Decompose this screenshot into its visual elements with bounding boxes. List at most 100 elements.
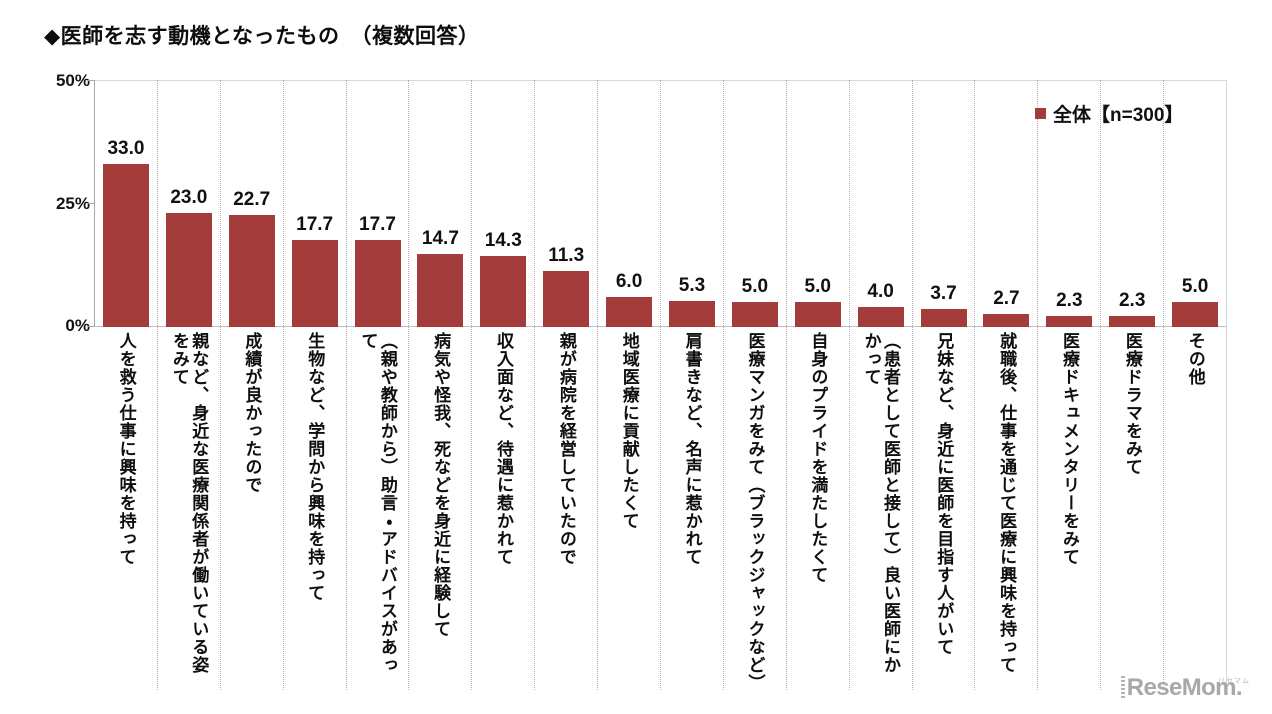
watermark: ReseMom. リセマム [1120,674,1250,701]
bar [480,256,527,327]
bar-plot-cell: 5.0 [724,80,786,327]
legend-square-icon [1035,108,1046,119]
watermark-stripe-icon [1120,676,1125,698]
category-label-wrap: 医療マンガをみて（ブラックジャックなど） [724,332,786,692]
category-label: 自身のプライドを満たしたくて [808,332,828,584]
bar [1172,302,1219,327]
bar [606,297,653,327]
bar [291,240,338,327]
bar-column: 5.0 医療マンガをみて（ブラックジャックなど） [724,80,787,692]
bar-columns: 33.0 人を救う仕事に興味を持って 23.0 親など、身近な医療関係者が働いている姿… [95,80,1228,692]
bar-column: 17.7 生物など、学問から興味を持って [284,80,347,690]
category-label: 親など、身近な医療関係者が働いている姿をみて [169,332,209,674]
category-label: （親や教師から）助言・アドバイスがあって [358,332,397,674]
bar-plot-cell: 2.3 [1038,80,1100,327]
bar-column: 33.0 人を救う仕事に興味を持って [95,80,158,690]
bar-plot-cell: 5.0 [787,80,849,327]
bar-plot-cell: 11.3 [535,80,597,327]
bar-value-label: 5.0 [1181,276,1209,297]
category-label-wrap: 医療ドラマをみて [1101,332,1163,690]
bar-column: 5.0 その他 [1164,80,1228,690]
y-axis-tick-50: 50% [55,71,90,90]
bar-value-label: 5.3 [678,275,706,296]
bar-column: 22.7 成績が良かったので [221,80,284,690]
category-label-wrap: 人を救う仕事に興味を持って [95,332,157,690]
bar-column: 14.7 病気や怪我、死などを身近に経験して [409,80,473,690]
category-label-wrap: 兄妹など、身近に医師を目指す人がいて [913,332,975,690]
bar-column: 11.3 親が病院を経営していたので [535,80,599,690]
category-label-wrap: 肩書きなど、名声に惹かれて [661,332,723,690]
bar-value-label: 4.0 [867,281,894,302]
y-axis-tickmark-50 [87,80,94,81]
category-label: 肩書きなど、名声に惹かれて [682,332,702,566]
bar-value-label: 11.3 [548,245,585,266]
category-label-wrap: 生物など、学問から興味を持って [284,332,346,690]
bar-plot-cell: 14.7 [409,80,471,327]
bar [668,301,715,327]
bar-plot-cell: 6.0 [598,80,660,327]
bar [102,164,149,327]
category-label-wrap: 親など、身近な医療関係者が働いている姿をみて [158,332,220,690]
bar [417,254,464,327]
category-label-wrap: 医療ドキュメンタリーをみて [1038,332,1100,690]
category-label: 就職後、仕事を通じて医療に興味を持って [997,332,1017,674]
bar-value-label: 2.7 [993,288,1020,309]
bar-value-label: 22.7 [233,189,271,210]
bar-column: 4.0 （患者として医師と接して）良い医師にかかって [850,80,913,690]
y-axis-tick-0: 0% [65,316,90,335]
bar [354,240,401,327]
bar [228,215,275,327]
category-label-wrap: （親や教師から）助言・アドバイスがあって [347,332,409,690]
y-axis-tickmark-25 [87,203,94,204]
bar-value-label: 3.7 [930,283,957,304]
bar-column: 17.7 （親や教師から）助言・アドバイスがあって [347,80,410,690]
watermark-text: ReseMom. [1126,674,1243,701]
bar [920,309,967,327]
category-label-wrap: 親が病院を経営していたので [535,332,597,690]
bar-plot-cell: 3.7 [913,80,975,327]
watermark-superscript: リセマム [1218,678,1250,685]
category-label: 生物など、学問から興味を持って [305,332,325,602]
category-label-wrap: 就職後、仕事を通じて医療に興味を持って [975,332,1037,690]
bar-value-label: 17.7 [296,214,334,235]
bar-value-label: 2.3 [1056,290,1083,311]
y-axis-tick-25: 25% [55,194,90,213]
legend-label: 全体【n=300】 [1053,105,1184,126]
category-label-wrap: その他 [1164,332,1226,690]
bar-value-label: 6.0 [615,271,643,292]
category-label-wrap: 病気や怪我、死などを身近に経験して [409,332,471,690]
category-label: 病気や怪我、死などを身近に経験して [431,332,451,638]
bar-value-label: 33.0 [107,138,145,159]
bar [543,271,590,327]
bar-value-label: 23.0 [170,187,208,208]
bar-column: 23.0 親など、身近な医療関係者が働いている姿をみて [158,80,221,690]
category-label: 親が病院を経営していたので [556,332,576,566]
category-label-wrap: 収入面など、待遇に惹かれて [472,332,534,690]
bar-value-label: 14.7 [421,228,459,249]
bar-column: 6.0 地域医療に貢献したくて [598,80,662,690]
bar [731,302,778,327]
page-title: ◆医師を志す動機となったもの （複数回答） [44,25,480,48]
bar-value-label: 2.3 [1118,290,1146,311]
bar [794,302,841,327]
category-label: その他 [1185,332,1205,386]
bar [983,314,1030,327]
bar-plot-cell: 2.7 [975,80,1037,327]
category-label-wrap: 地域医療に貢献したくて [598,332,660,690]
category-label: 兄妹など、身近に医師を目指す人がいて [934,332,954,656]
y-axis-line [94,80,95,327]
bar-plot-cell: 5.0 [1164,80,1226,327]
category-label: 医療ドキュメンタリーをみて [1059,332,1079,566]
legend: 全体【n=300】 [1035,100,1183,127]
bar-value-label: 17.7 [359,214,396,235]
category-label-wrap: 自身のプライドを満たしたくて [787,332,849,690]
bar-value-label: 5.0 [741,276,769,297]
bar-plot-cell: 33.0 [95,80,157,327]
category-label-wrap: （患者として医師と接して）良い医師にかかって [850,332,912,690]
bar-plot-cell: 23.0 [158,80,220,327]
bar-column: 5.3 肩書きなど、名声に惹かれて [661,80,724,690]
bar-plot-cell: 14.3 [472,80,534,327]
bar-plot-cell: 17.7 [347,80,409,327]
bar-column: 2.3 医療ドキュメンタリーをみて [1038,80,1102,690]
